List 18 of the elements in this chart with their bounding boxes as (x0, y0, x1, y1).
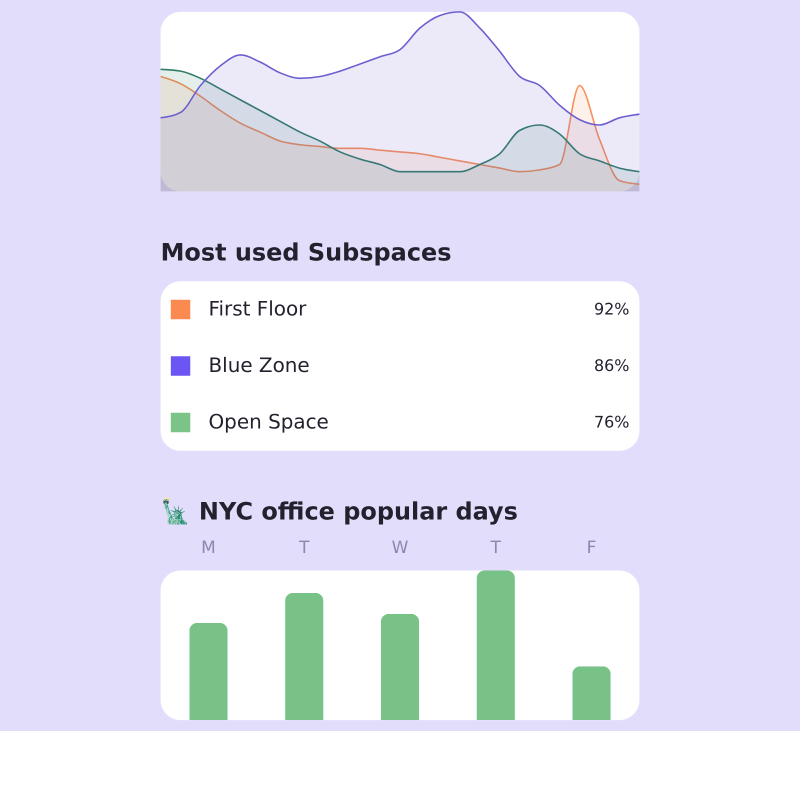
text: 92% (594, 299, 630, 318)
x-tick-label: F (586, 537, 596, 558)
x-tick-label: T (298, 537, 310, 558)
bar (380, 614, 420, 720)
chart-title: 🗽 NYC office popular days (160, 496, 518, 526)
bar (189, 622, 228, 720)
x-tick-label: T (490, 537, 502, 558)
category-label: First Floor (208, 296, 308, 320)
category-label: Open Space (208, 410, 329, 434)
bar (285, 592, 324, 720)
x-tick-label: W (392, 537, 409, 558)
x-tick-label: M (201, 537, 216, 558)
text: Most used Subspaces (160, 238, 452, 266)
category-label: Blue Zone (208, 352, 310, 377)
text: 86% (594, 356, 630, 375)
bar (572, 666, 611, 720)
text: 76% (594, 412, 630, 432)
bar (476, 570, 515, 720)
